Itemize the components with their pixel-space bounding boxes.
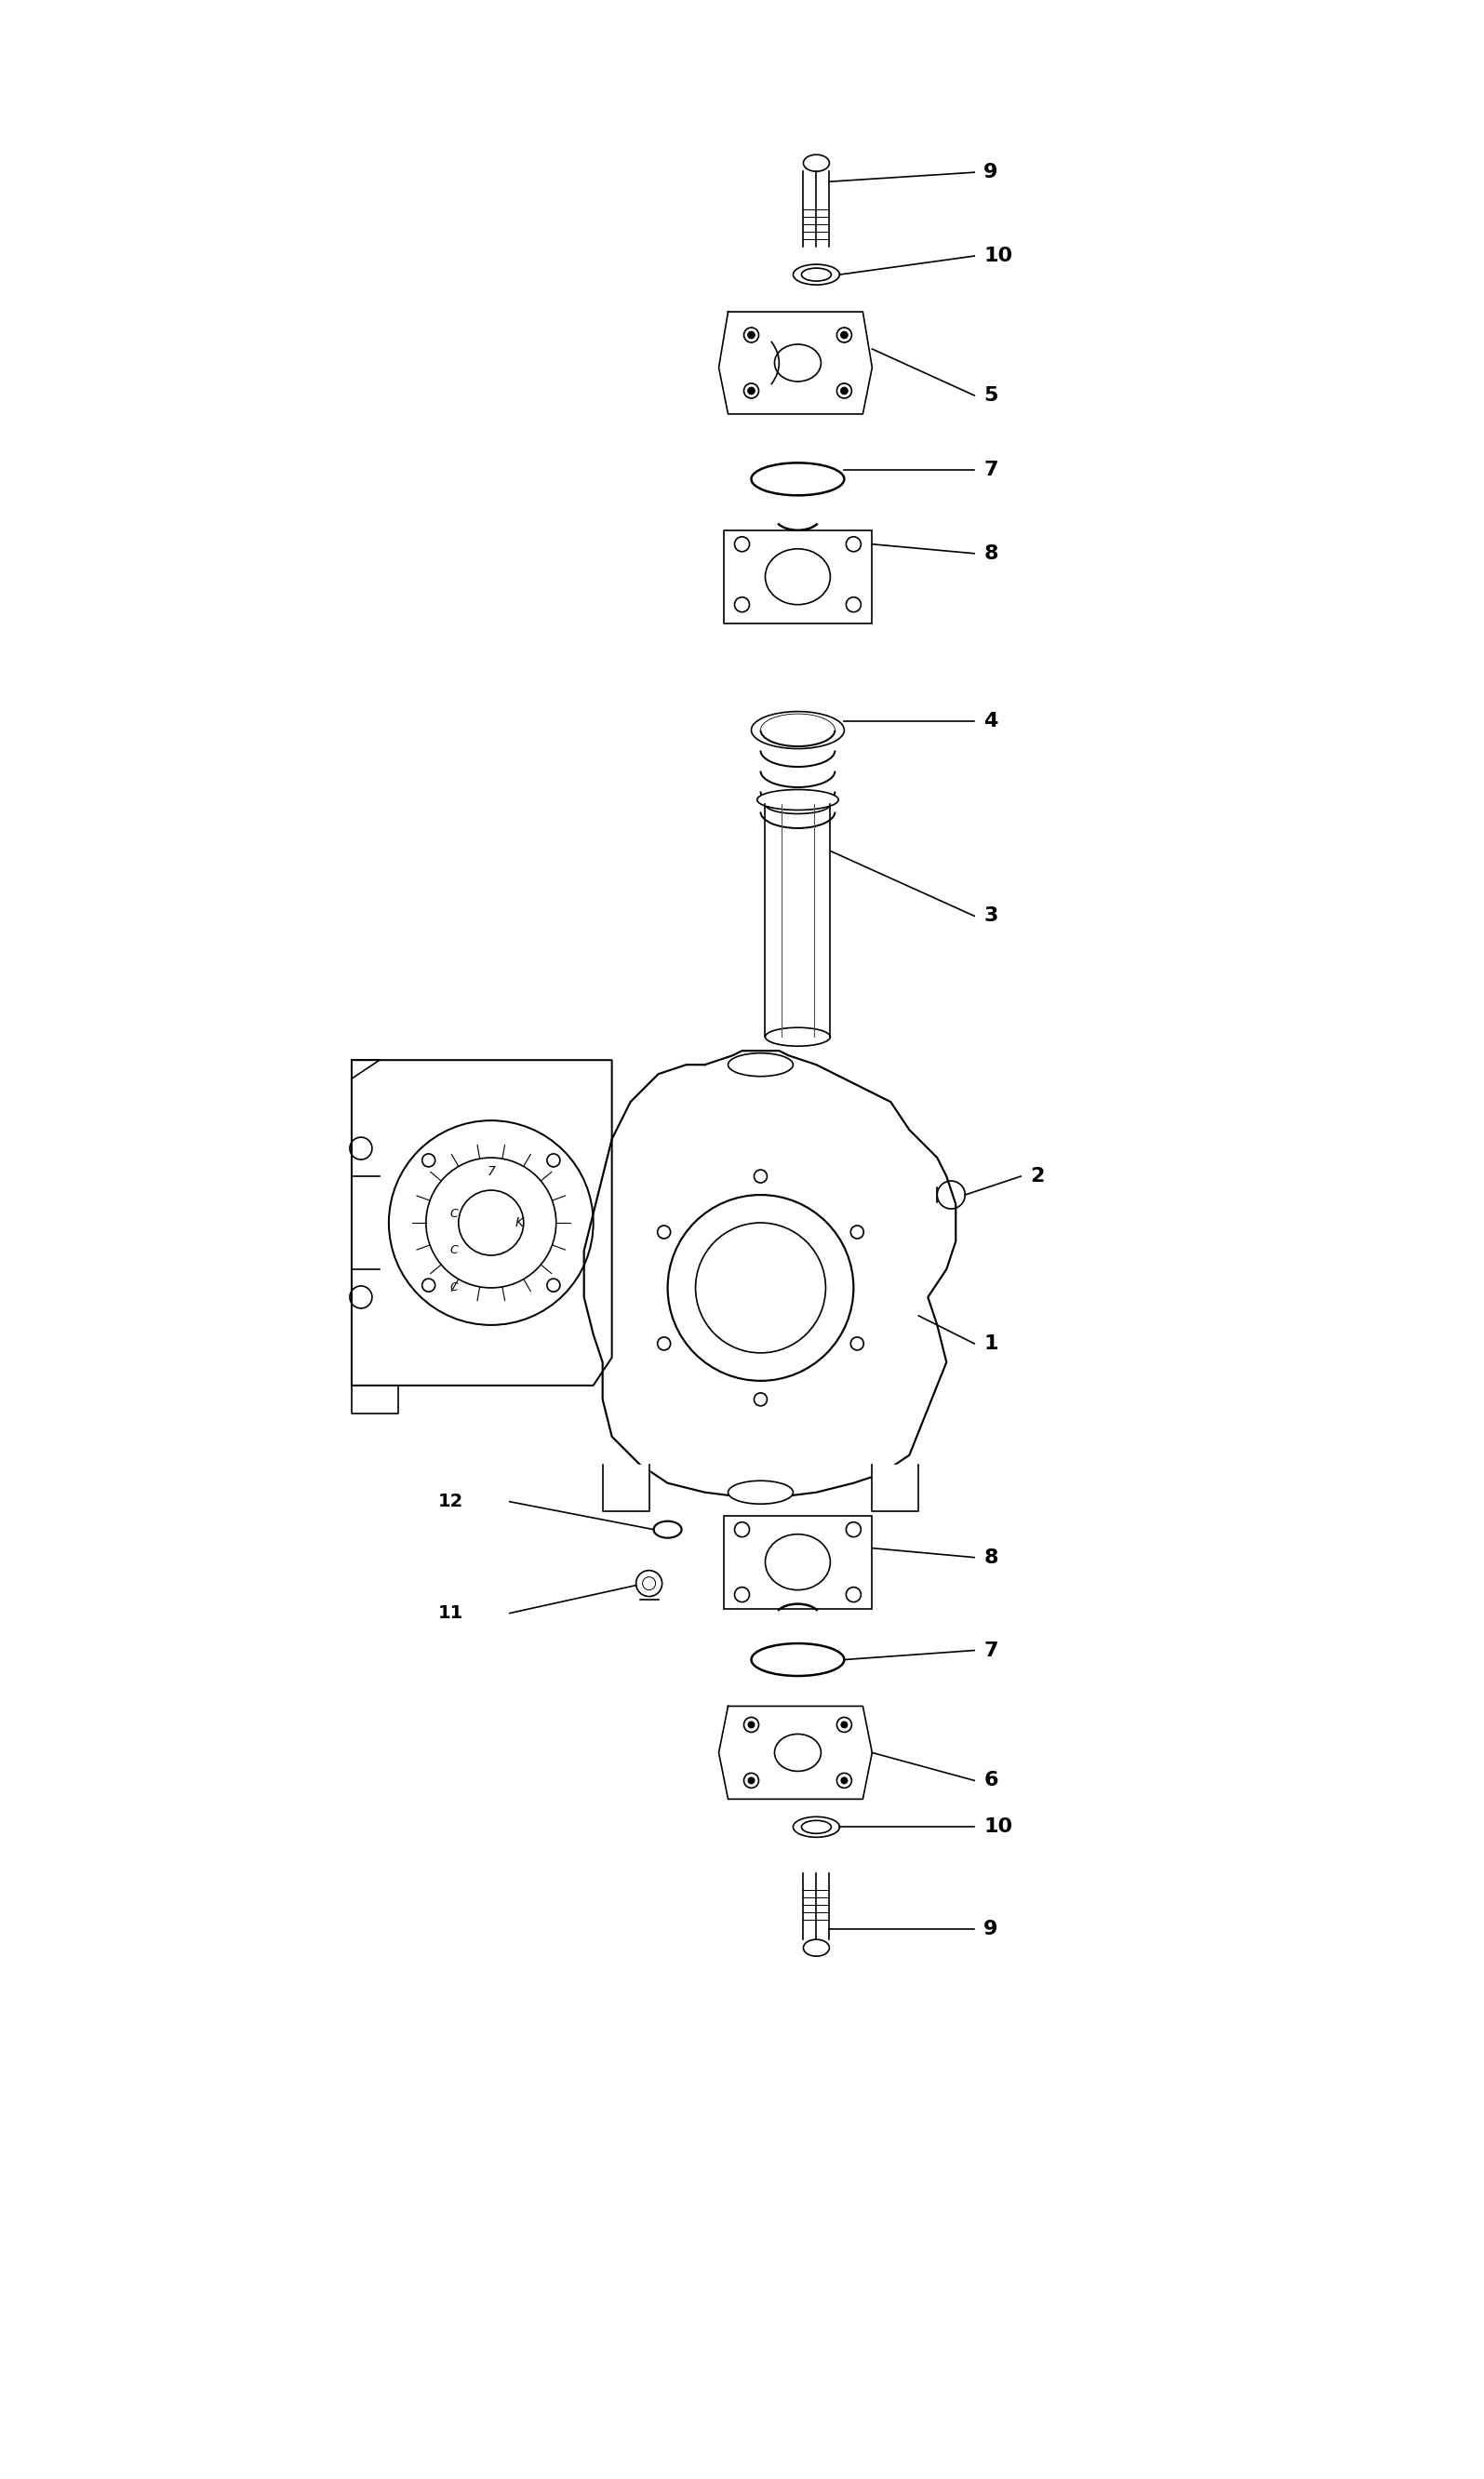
Circle shape [840,332,847,340]
Circle shape [748,1720,755,1728]
Circle shape [840,1720,847,1728]
Circle shape [748,332,755,340]
Text: K: K [515,1217,524,1230]
Circle shape [743,1772,758,1787]
Text: 9: 9 [984,1919,997,1939]
Circle shape [840,387,847,394]
Ellipse shape [766,796,830,813]
Bar [723,531,873,622]
Ellipse shape [757,791,838,811]
Text: 1: 1 [984,1334,999,1354]
Circle shape [748,387,755,394]
Ellipse shape [803,1939,830,1956]
Text: 6: 6 [984,1770,999,1790]
Circle shape [837,327,852,342]
Text: 8: 8 [984,545,999,563]
Ellipse shape [803,154,830,171]
Polygon shape [873,1465,919,1510]
Text: 2: 2 [1030,1168,1045,1185]
Text: 5: 5 [984,387,997,404]
Text: 7: 7 [984,1641,999,1658]
Text: C: C [450,1244,459,1257]
Text: 10: 10 [984,1817,1012,1837]
Polygon shape [603,1465,649,1510]
Polygon shape [352,1386,398,1413]
Text: 7: 7 [487,1165,496,1178]
Polygon shape [352,1061,611,1386]
Bar [723,1515,873,1609]
Text: C: C [450,1207,459,1220]
Text: 4: 4 [984,711,997,731]
Ellipse shape [729,1054,792,1076]
Circle shape [837,1718,852,1733]
Text: C: C [450,1282,459,1294]
Circle shape [743,327,758,342]
Circle shape [743,384,758,399]
Text: 11: 11 [438,1604,463,1621]
Polygon shape [585,1051,956,1497]
Circle shape [837,1772,852,1787]
Text: 7: 7 [984,461,999,478]
Text: 9: 9 [984,164,997,181]
Ellipse shape [766,1029,830,1046]
Circle shape [840,1777,847,1785]
Text: 8: 8 [984,1547,999,1567]
Text: 3: 3 [984,907,997,925]
Circle shape [743,1718,758,1733]
Circle shape [748,1777,755,1785]
Circle shape [837,384,852,399]
Ellipse shape [729,1480,792,1505]
Text: 10: 10 [984,248,1012,265]
Text: 12: 12 [438,1492,463,1510]
